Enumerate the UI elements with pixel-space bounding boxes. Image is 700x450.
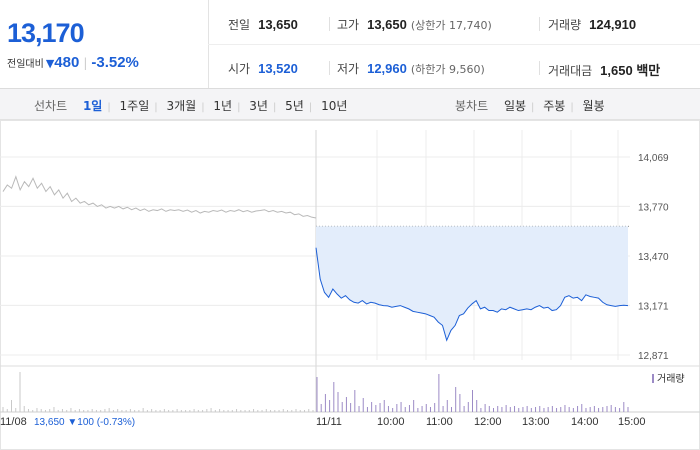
- candle-chart-label: 봉차트: [455, 99, 489, 113]
- x-tick-label: 13:00: [522, 416, 550, 428]
- line-chart-label: 선차트: [34, 99, 68, 113]
- chart-toolbar: 선차트 1일 | 1주일 | 3개월 | 1년 | 3년 | 5년 | 10년 봉차트 일봉…: [0, 89, 700, 120]
- quote-info-grid: 전일 13,650 고가 13,650 (상한가 17,740) 거래량 124,910…: [208, 0, 700, 88]
- down-arrow-icon: ▼: [45, 57, 55, 70]
- volume-legend-label: 거래량: [657, 373, 685, 385]
- info-prev-close: 전일 13,650: [228, 17, 298, 32]
- change-amount: 480: [54, 54, 80, 71]
- change-label: 전일대비: [7, 59, 44, 70]
- period-1y[interactable]: 1년: [213, 99, 233, 113]
- info-trade-value: 거래대금 1,650 백만: [548, 63, 661, 78]
- y-tick-label: 12,871: [638, 351, 669, 362]
- volume-legend-swatch: [652, 374, 654, 383]
- x-tick-label: 15:00: [618, 416, 646, 428]
- prev-day-summary: 13,650 ▼100 (-0.73%): [34, 417, 135, 428]
- period-10y[interactable]: 10년: [321, 99, 348, 113]
- info-low: 저가 12,960 (하한가 9,560): [337, 61, 485, 76]
- current-price: 13,170: [7, 18, 85, 48]
- price-box: 13,170 전일대비 ▼480 | -3.52%: [0, 0, 209, 88]
- candle-monthly[interactable]: 월봉: [582, 99, 605, 113]
- today-area-fill: [316, 226, 628, 341]
- change-separator: |: [83, 56, 88, 70]
- x-tick-label: 14:00: [571, 416, 599, 428]
- y-tick-label: 13,171: [638, 301, 669, 312]
- period-3y[interactable]: 3년: [249, 99, 268, 113]
- info-volume: 거래량 124,910: [548, 17, 637, 32]
- today-price-line: [315, 247, 629, 342]
- quote-header: 13,170 전일대비 ▼480 | -3.52% 전일 13,650 고가 13,650…: [0, 0, 700, 89]
- info-row-divider: [208, 44, 700, 45]
- period-5y[interactable]: 5년: [285, 99, 304, 113]
- period-1d[interactable]: 1일: [82, 99, 103, 113]
- y-tick-label: 13,770: [638, 202, 669, 213]
- info-open: 시가 13,520: [228, 61, 298, 76]
- x-tick-label: 11:00: [426, 416, 453, 428]
- period-3m[interactable]: 3개월: [166, 99, 197, 113]
- period-1w[interactable]: 1주일: [119, 99, 150, 113]
- candle-daily[interactable]: 일봉: [503, 99, 527, 113]
- x-tick-label: 11/08: [0, 416, 27, 428]
- candle-weekly[interactable]: 주봉: [543, 99, 566, 113]
- change-percent: -3.52%: [91, 54, 139, 71]
- info-high: 고가 13,650 (상한가 17,740): [337, 17, 492, 32]
- line-chart-periods: 선차트 1일 | 1주일 | 3개월 | 1년 | 3년 | 5년 | 10년: [34, 99, 348, 113]
- y-tick-label: 14,069: [638, 153, 669, 164]
- y-tick-label: 13,470: [638, 252, 669, 263]
- candle-chart-periods: 봉차트 일봉 | 주봉 | 월봉: [455, 99, 605, 113]
- x-tick-label: 11/11: [316, 416, 342, 428]
- price-chart: 14,069 13,770 13,470 13,171 12,871 거래량 11/08 11…: [0, 120, 700, 450]
- x-tick-label: 10:00: [377, 416, 405, 428]
- prev-day-price-line: [2, 175, 317, 219]
- x-tick-label: 12:00: [474, 416, 502, 428]
- change-row: 전일대비 ▼480 | -3.52%: [7, 54, 139, 71]
